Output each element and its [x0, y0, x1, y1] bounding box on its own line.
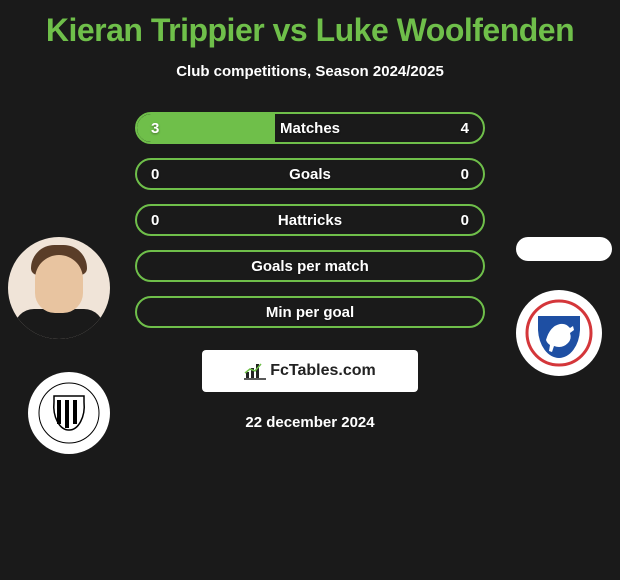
- comparison-panel: 3 Matches 4 0 Goals 0 0 Hattricks 0 Goal…: [0, 112, 620, 431]
- stat-row-goals-per-match: Goals per match: [135, 250, 485, 282]
- ipswich-crest-icon: [524, 298, 594, 368]
- subtitle: Club competitions, Season 2024/2025: [0, 63, 620, 80]
- stat-label: Goals: [289, 166, 331, 183]
- page-title: Kieran Trippier vs Luke Woolfenden: [0, 0, 620, 49]
- player-left-avatar: [8, 237, 110, 339]
- stat-label: Min per goal: [266, 304, 354, 321]
- newcastle-crest-icon: [38, 382, 100, 444]
- stat-value-right: 0: [461, 212, 469, 229]
- stat-row-goals: 0 Goals 0: [135, 158, 485, 190]
- club-right-badge: [516, 290, 602, 376]
- stat-row-hattricks: 0 Hattricks 0: [135, 204, 485, 236]
- brand-text: FcTables.com: [270, 362, 376, 380]
- stat-label: Hattricks: [278, 212, 342, 229]
- stat-row-min-per-goal: Min per goal: [135, 296, 485, 328]
- stat-value-right: 0: [461, 166, 469, 183]
- player-right-avatar: [516, 237, 612, 261]
- stat-label: Matches: [280, 120, 340, 137]
- stat-label: Goals per match: [251, 258, 369, 275]
- stat-value-left: 0: [151, 212, 159, 229]
- stat-row-matches: 3 Matches 4: [135, 112, 485, 144]
- stat-value-left: 3: [151, 120, 159, 137]
- bar-chart-icon: [244, 362, 266, 380]
- brand-box[interactable]: FcTables.com: [202, 350, 418, 392]
- club-left-badge: [28, 372, 110, 454]
- stat-value-right: 4: [461, 120, 469, 137]
- stat-value-left: 0: [151, 166, 159, 183]
- stat-rows: 3 Matches 4 0 Goals 0 0 Hattricks 0 Goal…: [135, 112, 485, 328]
